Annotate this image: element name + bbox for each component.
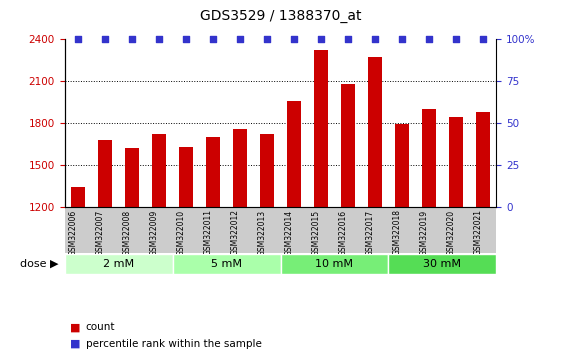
Text: 2 mM: 2 mM [103,259,134,269]
Text: GSM322008: GSM322008 [123,210,132,256]
Text: 10 mM: 10 mM [315,259,353,269]
Text: ■: ■ [70,339,81,349]
Bar [178,147,194,354]
Text: GSM322014: GSM322014 [285,210,294,256]
Text: count: count [86,322,116,332]
Text: GSM322013: GSM322013 [258,210,267,256]
Bar [65,254,173,274]
Point [343,36,352,42]
Point [289,36,298,42]
Point [370,36,379,42]
Point [452,36,461,42]
Bar [151,134,167,354]
Point [73,36,82,42]
Bar [341,84,356,354]
Point [479,36,488,42]
Point [100,36,109,42]
Text: GSM322017: GSM322017 [366,210,375,256]
Bar [260,134,274,354]
Bar [173,254,280,274]
Text: GSM322007: GSM322007 [96,210,105,256]
Text: ■: ■ [70,322,81,332]
Point [316,36,325,42]
Text: GSM322019: GSM322019 [420,210,429,256]
Text: GSM322006: GSM322006 [69,210,78,256]
Bar [125,148,140,354]
Text: GSM322016: GSM322016 [339,210,348,256]
Text: GSM322020: GSM322020 [447,210,456,256]
Text: 30 mM: 30 mM [424,259,462,269]
Text: GSM322018: GSM322018 [393,210,402,255]
Point [182,36,191,42]
Point [398,36,407,42]
Point [263,36,272,42]
Bar [233,129,247,354]
Point [127,36,136,42]
Bar [314,50,328,354]
Bar [280,254,388,274]
Text: GDS3529 / 1388370_at: GDS3529 / 1388370_at [200,9,361,23]
Bar [388,254,496,274]
Text: percentile rank within the sample: percentile rank within the sample [86,339,262,349]
Text: GSM322011: GSM322011 [204,210,213,255]
Point [236,36,245,42]
Text: GSM322021: GSM322021 [474,210,483,255]
Bar [476,112,490,354]
Bar [449,118,463,354]
Bar [421,109,436,354]
Text: 5 mM: 5 mM [211,259,242,269]
Text: dose ▶: dose ▶ [20,259,59,269]
Bar [98,140,112,354]
Bar [367,57,383,354]
Text: GSM322010: GSM322010 [177,210,186,256]
Text: GSM322012: GSM322012 [231,210,240,255]
Point [425,36,434,42]
Text: GSM322009: GSM322009 [150,210,159,256]
Bar [287,101,301,354]
Bar [205,137,220,354]
Point [154,36,163,42]
Point [209,36,218,42]
Bar [394,124,410,354]
Text: GSM322015: GSM322015 [312,210,321,256]
Bar [71,188,85,354]
